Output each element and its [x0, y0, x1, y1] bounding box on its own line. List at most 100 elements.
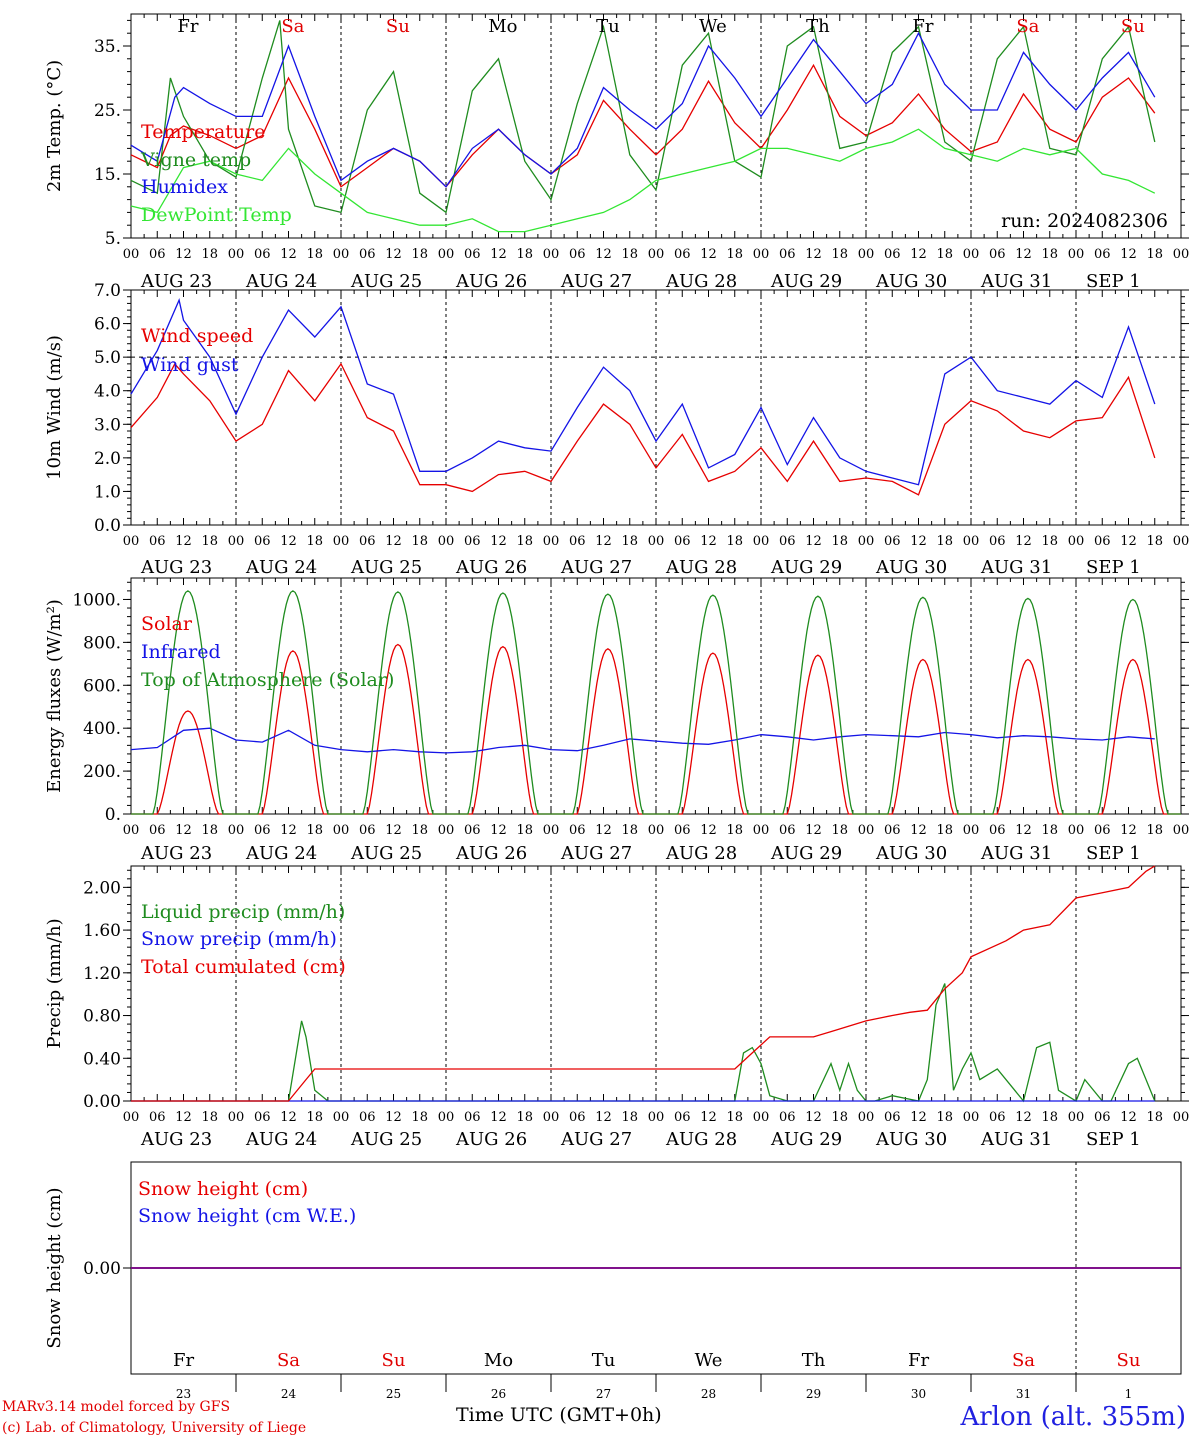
weekday-label: Th [802, 1350, 826, 1371]
day-number: 28 [701, 1387, 716, 1401]
y-tick-label: 15. [94, 165, 121, 185]
hour-tick-label: 12 [280, 534, 297, 549]
hour-tick-label: 06 [674, 247, 691, 262]
legend-entry: Temperature [141, 121, 265, 143]
weekday-label: Tu [592, 1350, 616, 1371]
hour-tick-label: 06 [779, 1110, 796, 1125]
hour-tick-label: 12 [910, 247, 927, 262]
hour-tick-label: 18 [726, 823, 743, 838]
hour-tick-label: 06 [359, 247, 376, 262]
hour-tick-label: 12 [175, 823, 192, 838]
date-label: AUG 29 [770, 557, 842, 578]
hour-tick-label: 18 [726, 534, 743, 549]
date-label: AUG 31 [980, 271, 1052, 292]
hour-tick-label: 18 [201, 1110, 218, 1125]
series-line [130, 297, 1156, 486]
hour-tick-label: 00 [543, 247, 560, 262]
hour-tick-label: 12 [805, 247, 822, 262]
hour-tick-label: 00 [1173, 247, 1190, 262]
day-number: 29 [806, 1387, 821, 1401]
weekday-label: Sa [281, 16, 304, 37]
lab-credit: (c) Lab. of Climatology, University of L… [2, 1420, 307, 1436]
y-tick-label: 7.0 [94, 281, 121, 301]
hour-tick-label: 00 [753, 823, 770, 838]
hour-tick-label: 06 [149, 823, 166, 838]
hour-tick-label: 00 [1068, 1110, 1085, 1125]
series-line [130, 63, 1156, 188]
model-credit: MARv3.14 model forced by GFS [2, 1399, 231, 1415]
panel-2: 0.0 1.0 2.0 3.0 4.0 5.0 6.0 7.0 10m Wind (m/s) Wi… [44, 281, 1189, 578]
y-tick-label: 0.80 [83, 1007, 121, 1027]
hour-tick-label: 12 [1120, 534, 1137, 549]
y-tick-label: 0.40 [83, 1049, 121, 1069]
hour-tick-label: 18 [516, 534, 533, 549]
weekday-label: Th [806, 16, 830, 37]
hour-tick-label: 00 [333, 247, 350, 262]
hour-tick-label: 18 [726, 1110, 743, 1125]
station-name: Arlon (alt. 355m) [960, 1402, 1186, 1432]
hour-tick-label: 06 [779, 247, 796, 262]
hour-tick-label: 12 [700, 823, 717, 838]
legend-entry: Solar [141, 613, 193, 635]
date-label: AUG 27 [560, 843, 632, 864]
hour-tick-label: 00 [858, 1110, 875, 1125]
legend-entry: Infrared [141, 641, 221, 663]
day-number: 24 [281, 1387, 297, 1401]
hour-tick-label: 06 [464, 1110, 481, 1125]
hour-tick-label: 12 [805, 823, 822, 838]
weekday-row-bottom: Fr 23 Sa 24 Su 25 Mo 26 Tu 27 We 28 Th 29 Fr 30 Sa 31 Su 1 [173, 1350, 1141, 1401]
hour-tick-label: 06 [884, 247, 901, 262]
hour-tick-label: 00 [648, 823, 665, 838]
hour-tick-label: 00 [753, 1110, 770, 1125]
weekday-label: Su [382, 1350, 406, 1371]
hour-tick-label: 12 [1015, 534, 1032, 549]
hour-tick-label: 12 [700, 534, 717, 549]
hour-tick-label: 18 [306, 247, 323, 262]
weekday-label: We [695, 1350, 723, 1371]
date-label: AUG 27 [560, 271, 632, 292]
hour-tick-label: 06 [1094, 823, 1111, 838]
hour-tick-label: 00 [1173, 1110, 1190, 1125]
hour-tick-label: 00 [123, 534, 140, 549]
hour-tick-label: 18 [831, 247, 848, 262]
y-tick-label: 1000. [72, 590, 121, 610]
hour-tick-label: 00 [753, 534, 770, 549]
legend-entry: Wind speed [141, 325, 253, 347]
hour-tick-label: 12 [1015, 247, 1032, 262]
hour-tick-label: 00 [648, 247, 665, 262]
date-label: SEP 1 [1086, 557, 1141, 578]
hour-tick-label: 00 [438, 247, 455, 262]
y-tick-label: 1.60 [83, 921, 121, 941]
hour-tick-label: 18 [831, 534, 848, 549]
hour-tick-label: 12 [910, 823, 927, 838]
hour-tick-label: 06 [359, 534, 376, 549]
date-label: AUG 29 [770, 1129, 842, 1150]
hour-tick-label: 00 [333, 823, 350, 838]
time-axis-title: Time UTC (GMT+0h) [456, 1404, 662, 1426]
legend-entry: Top of Atmosphere (Solar) [141, 669, 394, 691]
weekday-label: Mo [484, 1350, 513, 1371]
hour-tick-label: 18 [1146, 247, 1163, 262]
hour-tick-label: 00 [228, 823, 245, 838]
legend-entry: DewPoint Temp [141, 204, 292, 226]
hour-tick-label: 00 [543, 534, 560, 549]
hour-tick-label: 06 [674, 823, 691, 838]
hour-tick-label: 18 [831, 823, 848, 838]
weekday-label: Sa [1016, 16, 1039, 37]
hour-tick-label: 06 [359, 1110, 376, 1125]
y-tick-label: 0. [105, 805, 121, 825]
hour-tick-label: 12 [1015, 823, 1032, 838]
hour-tick-label: 12 [595, 1110, 612, 1125]
hour-tick-label: 12 [595, 534, 612, 549]
hour-tick-label: 18 [1146, 823, 1163, 838]
hour-tick-label: 00 [753, 247, 770, 262]
y-tick-label: 3.0 [94, 415, 121, 435]
hour-tick-label: 06 [884, 1110, 901, 1125]
day-number: 1 [1125, 1387, 1133, 1401]
date-label: AUG 25 [350, 557, 422, 578]
series-line [130, 362, 1156, 496]
run-label: run: 2024082306 [1001, 210, 1168, 232]
hour-tick-label: 00 [963, 247, 980, 262]
y-tick-label: 2.0 [94, 449, 121, 469]
date-label: AUG 30 [875, 557, 947, 578]
